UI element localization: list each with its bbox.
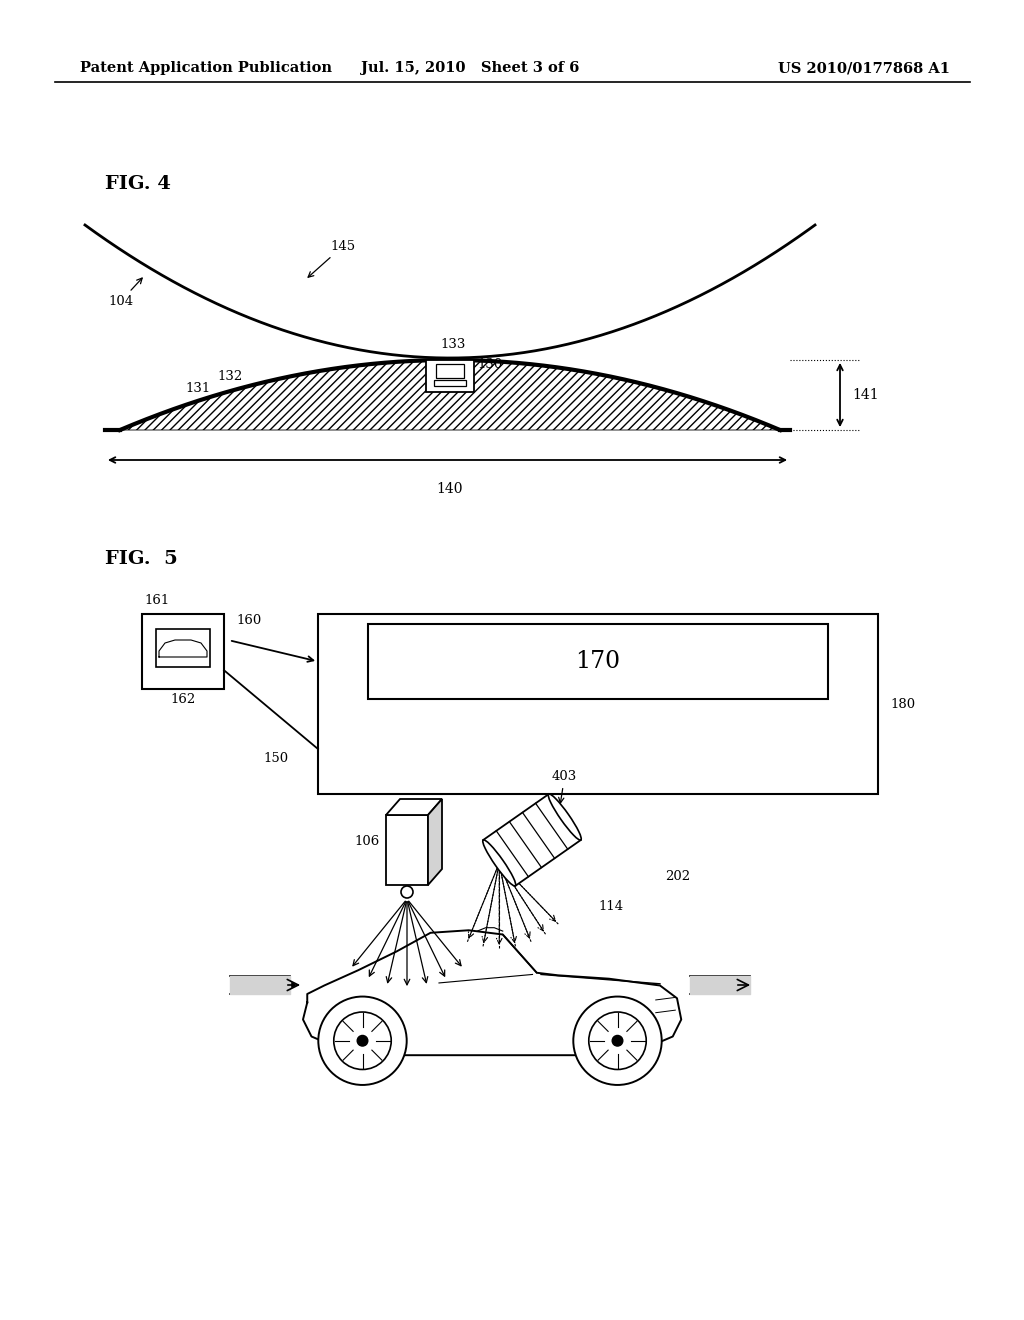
- Bar: [436, 364, 464, 378]
- Text: 132: 132: [217, 370, 243, 383]
- Text: 180: 180: [890, 697, 915, 710]
- Text: 133: 133: [440, 338, 465, 351]
- Text: 403: 403: [552, 770, 578, 803]
- Text: 162: 162: [170, 693, 196, 706]
- Text: FIG. 4: FIG. 4: [105, 176, 171, 193]
- Text: 114: 114: [598, 900, 624, 913]
- Text: 130: 130: [477, 358, 502, 371]
- Bar: [368, 624, 828, 700]
- Ellipse shape: [548, 793, 582, 840]
- Text: 160: 160: [236, 614, 261, 627]
- Polygon shape: [428, 799, 442, 884]
- Circle shape: [357, 1035, 368, 1045]
- Circle shape: [589, 1012, 646, 1069]
- Circle shape: [573, 997, 662, 1085]
- Bar: [426, 360, 474, 392]
- Text: 106: 106: [354, 836, 379, 847]
- Text: FIG.  5: FIG. 5: [105, 550, 178, 568]
- Polygon shape: [483, 795, 581, 886]
- Polygon shape: [120, 360, 780, 430]
- Text: US 2010/0177868 A1: US 2010/0177868 A1: [778, 61, 950, 75]
- Bar: [142, 614, 224, 689]
- Circle shape: [334, 1012, 391, 1069]
- Bar: [434, 380, 466, 385]
- Text: 104: 104: [108, 279, 142, 308]
- Ellipse shape: [482, 840, 516, 886]
- Text: 150: 150: [263, 751, 288, 764]
- Text: 140: 140: [437, 482, 463, 496]
- Text: Patent Application Publication: Patent Application Publication: [80, 61, 332, 75]
- Bar: [318, 614, 878, 795]
- Text: 145: 145: [308, 240, 355, 277]
- Text: 141: 141: [852, 388, 879, 403]
- Text: 161: 161: [144, 594, 169, 607]
- Bar: [156, 630, 210, 667]
- Text: Jul. 15, 2010   Sheet 3 of 6: Jul. 15, 2010 Sheet 3 of 6: [360, 61, 580, 75]
- Text: 131: 131: [185, 381, 210, 395]
- Bar: [386, 814, 428, 884]
- Circle shape: [318, 997, 407, 1085]
- Circle shape: [612, 1035, 623, 1045]
- Text: 202: 202: [665, 870, 690, 883]
- Circle shape: [401, 886, 413, 898]
- Text: 170: 170: [575, 649, 621, 673]
- Polygon shape: [386, 799, 442, 814]
